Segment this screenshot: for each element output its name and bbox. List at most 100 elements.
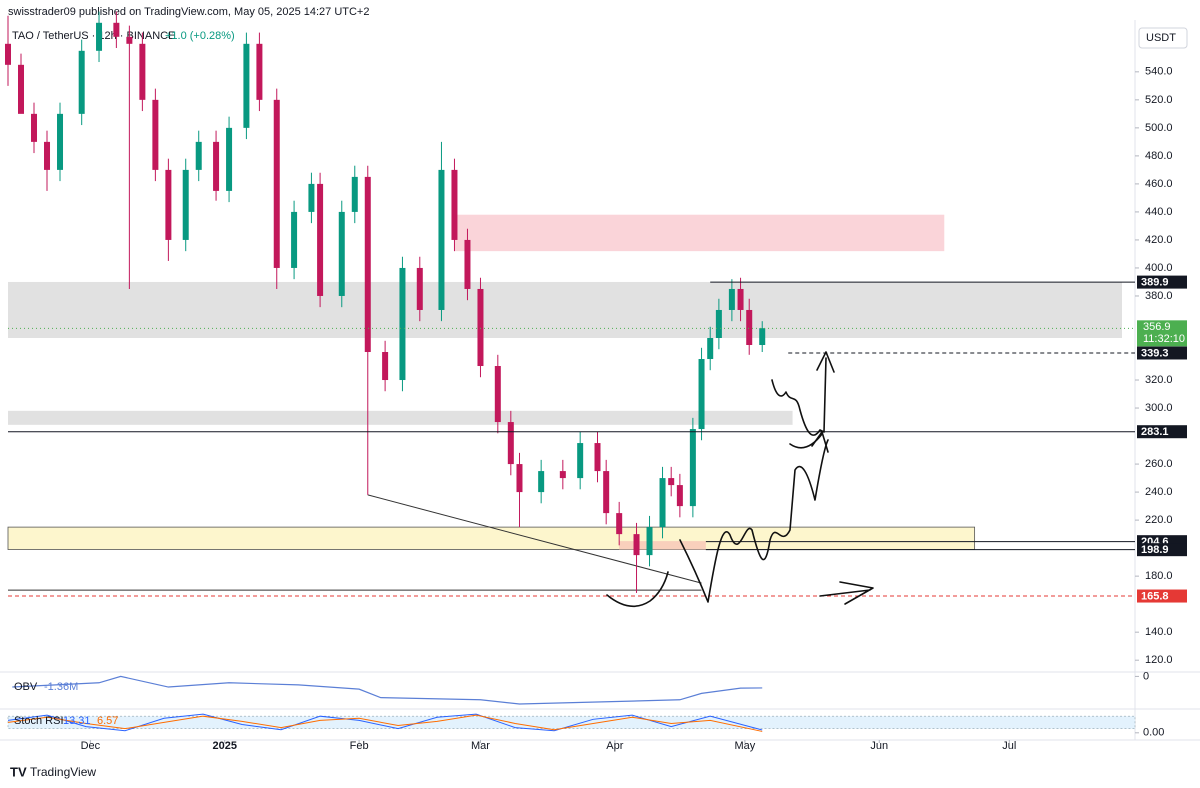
stoch-value: 6.57: [97, 715, 118, 727]
freehand-arrow: [819, 581, 874, 605]
y-tick-label: 320.0: [1145, 374, 1173, 386]
candle-body: [538, 471, 545, 493]
candle-body: [746, 309, 753, 345]
candle-body: [96, 22, 103, 51]
trendline: [367, 494, 702, 584]
zone: [8, 410, 793, 425]
y-tick-label: 520.0: [1145, 94, 1173, 106]
candle-body: [273, 99, 280, 268]
candle-body: [616, 513, 623, 535]
candle-body: [559, 471, 566, 479]
candle-body: [31, 113, 38, 142]
candle-body: [364, 176, 371, 353]
level-label-box: [1137, 425, 1187, 439]
candle-body: [152, 99, 159, 170]
candle-body: [57, 113, 64, 170]
freehand-arrowhead: [811, 431, 829, 453]
y-tick-label: 140.0: [1145, 626, 1173, 638]
candle-body: [676, 485, 683, 507]
candle-body: [256, 43, 263, 100]
candle-body: [516, 464, 523, 493]
zone: [7, 526, 976, 550]
freehand-drawings: [606, 351, 874, 608]
currency: USDT: [1146, 32, 1176, 44]
candle-body: [659, 478, 666, 528]
candle-body: [464, 239, 471, 289]
freehand-path: [789, 433, 823, 449]
last-price-label: 356.9: [1143, 321, 1171, 333]
publisher-line: swisstrader09 published on TradingView.c…: [8, 6, 369, 18]
y-tick-label: 380.0: [1145, 290, 1173, 302]
freehand-path: [771, 357, 827, 436]
x-tick-label: Feb: [350, 740, 369, 752]
candle-body: [338, 211, 345, 296]
candle-body: [226, 127, 233, 191]
candle-body: [646, 527, 653, 556]
candle-body: [668, 478, 675, 486]
candle-body: [689, 429, 696, 507]
candle-body: [759, 328, 766, 345]
x-tick-label: 2025: [212, 740, 236, 752]
symbol-title: TAO / TetherUS · 12h · BINANCE: [12, 30, 175, 42]
level-label: 198.9: [1141, 544, 1169, 556]
candle-body: [44, 141, 51, 170]
candle-body: [507, 422, 514, 465]
zone: [454, 214, 945, 252]
y-tick-label: 220.0: [1145, 514, 1173, 526]
candle-body: [317, 183, 324, 296]
candle-body: [243, 43, 250, 128]
candle-body: [707, 337, 714, 360]
y-tick-label: 500.0: [1145, 122, 1173, 134]
y-tick-label: 440.0: [1145, 206, 1173, 218]
level-label: 165.8: [1141, 590, 1169, 602]
candle-body: [213, 141, 220, 191]
obv-name: OBV: [14, 681, 38, 693]
candle-body: [399, 267, 406, 381]
candle-body: [737, 288, 744, 310]
stoch-line: [7, 713, 763, 732]
candle-body: [416, 267, 423, 310]
candle-body: [308, 183, 315, 212]
x-tick-label: Apr: [606, 740, 623, 752]
y-tick-label: 180.0: [1145, 570, 1173, 582]
y-tick-label: 120.0: [1145, 654, 1173, 666]
stoch-line: [7, 714, 763, 732]
level-label-box: [1137, 589, 1187, 603]
candle-body: [698, 359, 705, 430]
candle-body: [382, 352, 389, 381]
y-tick-label: 240.0: [1145, 486, 1173, 498]
currency-box[interactable]: [1138, 27, 1188, 49]
x-tick-label: Jul: [1002, 740, 1016, 752]
candle-body: [351, 176, 358, 212]
chart-layer: 389.9339.3283.1204.6198.9165.8356.911:32…: [5, 11, 1187, 752]
candle-body: [451, 169, 458, 240]
candle-body: [438, 169, 445, 310]
candle-body: [577, 443, 584, 479]
candle-body: [594, 443, 601, 472]
y-tick-label: 420.0: [1145, 234, 1173, 246]
stoch-value: 13.31: [63, 715, 91, 727]
candle-body: [195, 141, 202, 170]
level-label-box: [1137, 346, 1187, 360]
stoch-name: Stoch RSI: [14, 715, 64, 727]
price-change: +1.0 (+0.28%): [165, 30, 235, 42]
y-tick-label: 460.0: [1145, 178, 1173, 190]
footer-logo: TradingView: [30, 765, 96, 779]
last-price-box: [1137, 320, 1187, 347]
candle-body: [126, 36, 133, 44]
y-tick-label: 300.0: [1145, 402, 1173, 414]
candle-body: [728, 288, 735, 310]
countdown: 11:32:10: [1143, 333, 1185, 345]
zone: [619, 541, 706, 550]
level-label: 339.3: [1141, 347, 1169, 359]
candle-body: [291, 211, 298, 268]
freehand-path: [606, 571, 669, 608]
level-label: 389.9: [1141, 277, 1169, 289]
y-tick-label: 540.0: [1145, 66, 1173, 78]
obv-tick-label: 0: [1143, 670, 1149, 682]
obv-line: [12, 675, 763, 705]
y-tick-label: 480.0: [1145, 150, 1173, 162]
freehand-path: [679, 439, 829, 603]
